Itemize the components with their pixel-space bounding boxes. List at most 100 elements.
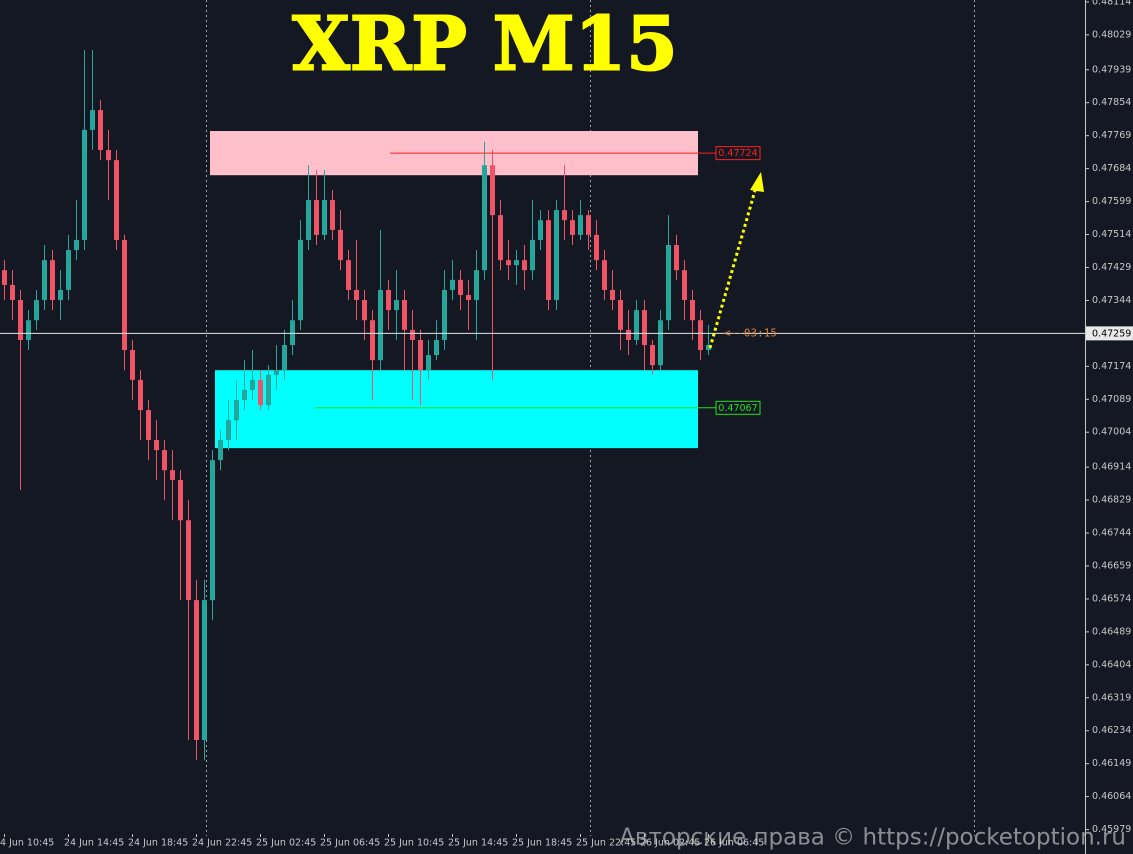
candle-body (466, 295, 471, 301)
y-tick-label: 0.47599 (1092, 196, 1131, 207)
countdown: <--03:15 (724, 326, 777, 339)
candle-body (554, 210, 559, 301)
candle-body (210, 460, 215, 601)
candle-body (602, 260, 607, 290)
y-tick-label: 0.47514 (1092, 229, 1131, 240)
candle-body (474, 270, 479, 301)
y-tick-label: 0.47684 (1092, 163, 1131, 174)
candle-body (258, 379, 263, 406)
candle-body (306, 200, 311, 240)
candle-body (330, 200, 335, 230)
candle-body (458, 279, 463, 296)
candle-body (706, 345, 711, 351)
y-tick-label: 0.45979 (1092, 824, 1131, 835)
candle-body (122, 239, 127, 351)
candle-body (106, 150, 111, 161)
y-tick-label: 0.47344 (1092, 295, 1131, 306)
forecast-arrow (708, 179, 760, 349)
y-tick-label: 0.46914 (1092, 462, 1131, 473)
y-tick-label: 0.46744 (1092, 528, 1131, 539)
candle-body (482, 165, 487, 271)
candle-body (402, 300, 407, 330)
candle-body (650, 345, 655, 366)
level-label: 0.47067 (718, 403, 757, 414)
y-tick-label: 0.46404 (1092, 659, 1131, 670)
lines: 0.47724 0.47067 <--03:15 (0, 146, 1085, 415)
x-tick-label: 25 Jun 02:45 (256, 838, 316, 849)
candle-body (154, 439, 159, 451)
candle-body (490, 165, 495, 216)
candle-body (586, 215, 591, 235)
candle-body (90, 110, 95, 130)
candle-body (386, 289, 391, 311)
x-tick-label: 24 Jun 18:45 (128, 838, 188, 849)
candle-body (250, 379, 255, 390)
zone (215, 370, 698, 449)
candle-body (410, 329, 415, 340)
candle-body (26, 320, 31, 340)
candle-body (538, 220, 543, 240)
candle-body (362, 300, 367, 321)
candle-body (282, 345, 287, 371)
candle-body (562, 210, 567, 221)
x-tick-label: 25 Jun 18:45 (512, 838, 572, 849)
candle-body (522, 260, 527, 271)
candle-body (642, 310, 647, 346)
candle-body (50, 260, 55, 301)
candle-body (178, 479, 183, 521)
candle-body (74, 239, 79, 251)
candle-body (194, 600, 199, 741)
candle-body (442, 289, 447, 340)
y-tick-label: 0.46234 (1092, 725, 1131, 736)
candles (2, 50, 711, 761)
candle-body (186, 520, 191, 601)
y-tick-label: 0.47004 (1092, 427, 1131, 438)
candle-body (226, 420, 231, 440)
y-tick-label: 0.46489 (1092, 626, 1131, 637)
candle-body (546, 220, 551, 301)
candle-body (618, 300, 623, 330)
arrow-head (750, 172, 764, 192)
candle-body (570, 220, 575, 235)
y-tick-label: 0.46149 (1092, 758, 1131, 769)
candle-body (10, 284, 15, 301)
candle-body (626, 329, 631, 340)
candle-body (578, 215, 583, 235)
y-tick-label: 0.46829 (1092, 495, 1131, 506)
candle-body (130, 350, 135, 380)
candle-body (290, 320, 295, 346)
x-tick-label: 25 Jun 10:45 (384, 838, 444, 849)
candle-body (506, 260, 511, 266)
candle-body (322, 200, 327, 235)
candle-body (314, 200, 319, 235)
y-tick-label: 0.46574 (1092, 593, 1131, 604)
candle-body (170, 470, 175, 480)
y-tick-label: 0.47769 (1092, 130, 1131, 141)
level-label-box (715, 146, 761, 161)
candle-body (338, 229, 343, 261)
candle-body (434, 339, 439, 356)
x-tick-label: 25 Jun 14:45 (448, 838, 508, 849)
candle-body (42, 260, 47, 301)
candle-body (202, 600, 207, 741)
candle-body (594, 234, 599, 261)
candle-body (418, 339, 423, 371)
candle-body (146, 410, 151, 440)
x-tick-label: 4 Jun 10:45 (0, 838, 54, 849)
candle-body (162, 450, 167, 471)
candle-body (98, 110, 103, 151)
candle-body (634, 310, 639, 340)
candle-body (274, 370, 279, 375)
x-tick-label: 26 Jun 02:45 (640, 838, 700, 849)
x-tick-label: 24 Jun 14:45 (64, 838, 124, 849)
candle-body (378, 289, 383, 361)
y-tick-label: 0.47174 (1092, 361, 1131, 372)
y-tick-label: 0.48114 (1092, 0, 1131, 7)
watermark: Авторские права © https://pocketoption.r… (619, 825, 1126, 851)
candle-body (450, 279, 455, 290)
candle-body (498, 215, 503, 261)
candle-body (66, 250, 71, 290)
y-tick-label: 0.47939 (1092, 64, 1131, 75)
candle-body (266, 374, 271, 406)
